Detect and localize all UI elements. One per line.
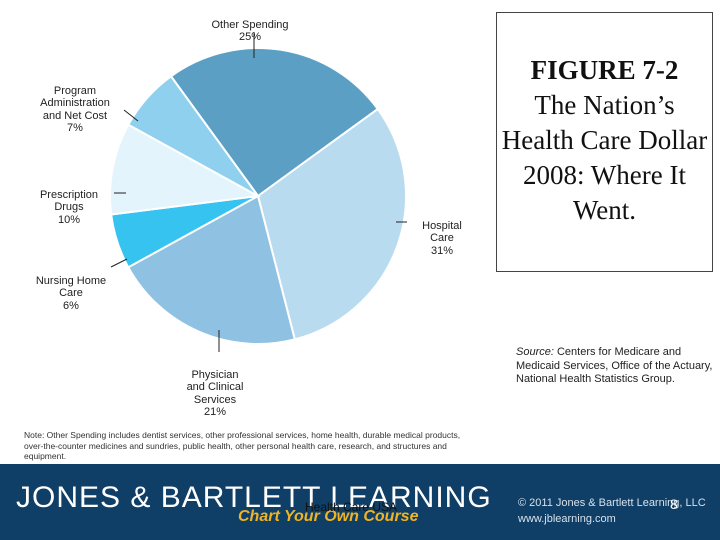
pie-slice-hospital-care (256, 107, 407, 341)
label-hospital-care: Hospital Care 31% (422, 219, 462, 257)
pie-slice-other-spending (169, 47, 380, 198)
label-other-spending: Other Spending 25% (211, 18, 289, 44)
leader-line-nursing-home-care (110, 258, 128, 268)
label-program-administration: Program Administration and Net Cost 7% (40, 84, 110, 135)
pie-chart (109, 32, 407, 352)
website-text: www.jblearning.com (518, 513, 616, 525)
source-note: Source: Centers for Medicare and Medicai… (516, 346, 716, 387)
pie-slice-program-administration (126, 74, 259, 197)
page-number: 8 (670, 496, 678, 512)
brand-slogan: Chart Your Own Course (238, 508, 419, 525)
copyright-text: © 2011 Jones & Bartlett Learning, LLC (518, 497, 706, 509)
source-prefix: Source: (516, 346, 554, 358)
course-title: Health Care USA (305, 500, 398, 514)
footer-banner: JONES & BARTLETT LEARNING Chart Your Own… (0, 464, 720, 540)
pie-slice-prescription-drugs (109, 123, 262, 216)
source-text: Centers for Medicare and Medicaid Servic… (516, 346, 713, 385)
brand-logo-text: JONES & BARTLETT LEARNING (16, 481, 492, 514)
pie-slice-physician-services (126, 194, 297, 345)
leader-line-program-administration (123, 109, 139, 122)
label-physician-services: Physician and Clinical Services 21% (186, 368, 244, 419)
figure-caption-box: FIGURE 7-2 The Nation’s Health Care Doll… (496, 12, 713, 272)
label-prescription-drugs: Prescription Drugs 10% (39, 188, 99, 226)
figure-title: The Nation’s Health Care Dollar 2008: Wh… (501, 90, 708, 225)
figure-number: FIGURE 7-2 (530, 55, 679, 85)
footnote: Note: Other Spending includes dentist se… (24, 430, 461, 461)
label-nursing-home: Nursing Home Care 6% (35, 274, 107, 312)
